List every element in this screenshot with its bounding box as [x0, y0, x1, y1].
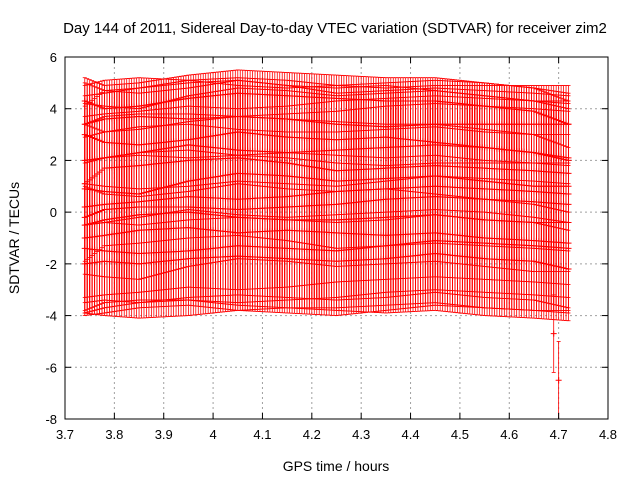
chart-title: Day 144 of 2011, Sidereal Day-to-day VTE… — [63, 20, 607, 37]
